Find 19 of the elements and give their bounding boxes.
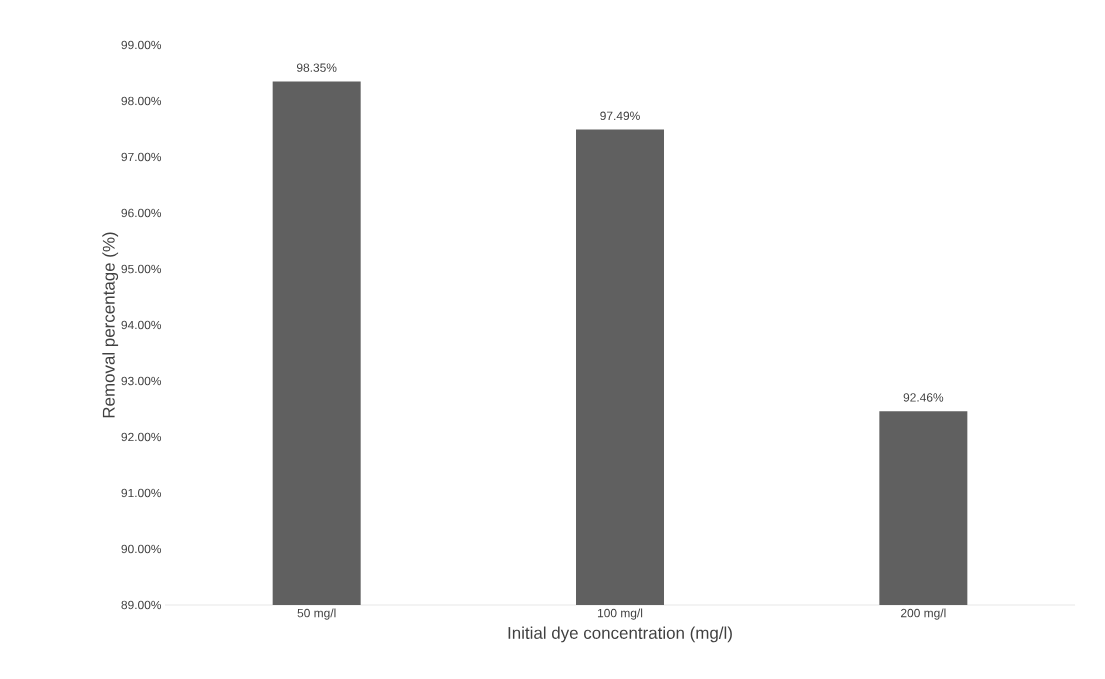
y-tick-label: 89.00% (121, 600, 162, 610)
y-tick-label: 92.00% (121, 432, 162, 442)
data-label: 97.49% (600, 111, 640, 121)
y-tick-label: 90.00% (121, 544, 162, 554)
y-tick-label: 97.00% (121, 152, 162, 162)
y-tick-label: 99.00% (121, 40, 162, 50)
x-tick-label: 200 mg/l (901, 608, 946, 620)
x-axis-title: Initial dye concentration (mg/l) (508, 626, 732, 643)
y-tick-label: 91.00% (121, 488, 162, 498)
x-tick-label: 100 mg/l (597, 608, 643, 620)
y-tick-label: 94.00% (121, 320, 162, 330)
y-tick-label: 96.00% (121, 208, 162, 218)
y-tick-label: 95.00% (121, 264, 162, 274)
y-axis-title: Removal percentage (%) (102, 232, 119, 418)
y-tick-label: 98.00% (121, 96, 162, 106)
data-label: 92.46% (903, 393, 944, 402)
data-label: 98.35% (296, 63, 337, 72)
x-tick-label: 50 mg/l (297, 608, 336, 620)
y-tick-label: 93.00% (121, 376, 162, 386)
